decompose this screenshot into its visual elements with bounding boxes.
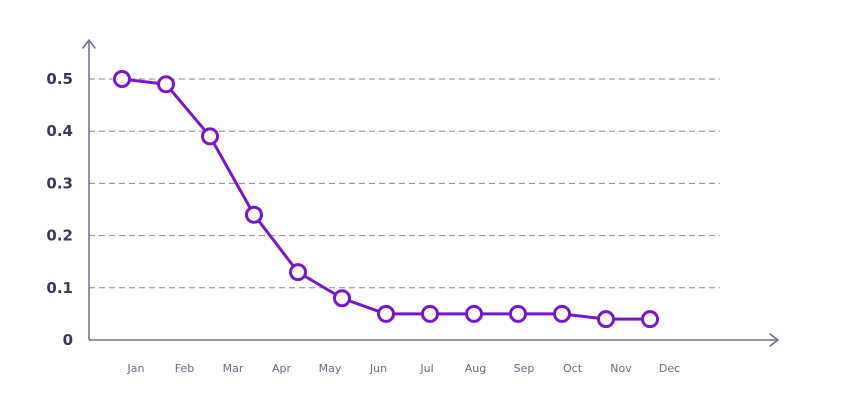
x-tick-label: Jun xyxy=(369,362,387,375)
y-axis-arrowhead xyxy=(82,39,96,49)
data-point xyxy=(641,310,659,329)
x-tick-label: May xyxy=(319,362,342,375)
x-tick-labels: Jan Feb Mar Apr May Jun Jul Aug Sep Oct Nov Dec xyxy=(127,362,681,375)
x-tick-label: Apr xyxy=(272,362,292,375)
data-point xyxy=(333,289,351,308)
y-tick-labels: 0 0.1 0.2 0.3 0.4 0.5 xyxy=(46,70,73,349)
x-tick-label: Sep xyxy=(514,362,535,375)
data-point xyxy=(245,205,263,224)
x-tick-label: Jan xyxy=(127,362,145,375)
data-point xyxy=(157,75,175,94)
y-tick-label: 0.4 xyxy=(46,122,73,140)
data-point xyxy=(509,304,527,323)
data-series xyxy=(113,70,659,329)
x-tick-label: Oct xyxy=(563,362,583,375)
y-tick-label: 0.2 xyxy=(46,227,73,245)
x-tick-label: Feb xyxy=(175,362,194,375)
x-tick-label: Dec xyxy=(659,362,680,375)
data-point xyxy=(597,310,615,329)
y-tick-label: 0.5 xyxy=(46,70,73,88)
axes xyxy=(82,39,779,347)
y-tick-label: 0.1 xyxy=(46,279,73,297)
data-point xyxy=(289,263,307,282)
x-axis-arrowhead xyxy=(769,333,779,347)
grid-lines xyxy=(89,78,720,289)
series-line xyxy=(120,77,652,321)
y-tick-label: 0 xyxy=(63,331,73,349)
x-tick-label: Mar xyxy=(223,362,244,375)
x-tick-label: Nov xyxy=(610,362,632,375)
data-point xyxy=(377,304,395,323)
data-point xyxy=(113,70,131,88)
x-tick-label: Jul xyxy=(419,362,433,375)
data-point xyxy=(421,304,439,323)
y-tick-label: 0.3 xyxy=(46,174,73,192)
x-tick-label: Aug xyxy=(465,362,486,375)
data-point xyxy=(553,304,571,323)
data-point xyxy=(201,127,219,146)
data-point xyxy=(465,304,483,323)
